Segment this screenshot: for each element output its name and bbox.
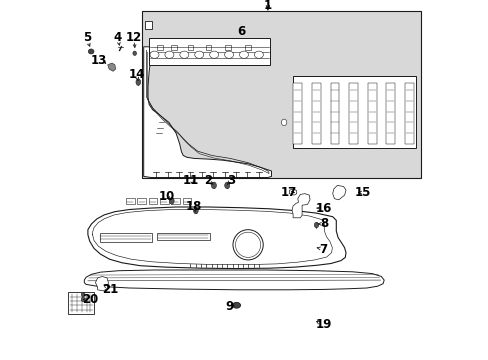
Text: 18: 18 [185,201,201,213]
Text: 8: 8 [320,217,328,230]
Text: 13: 13 [90,54,106,67]
Text: 3: 3 [226,174,235,186]
Ellipse shape [81,292,85,297]
Bar [187,45,193,50]
Bar [244,45,250,50]
Bar [160,198,168,204]
Bar [157,45,163,50]
Ellipse shape [232,302,240,308]
Bar [126,198,134,204]
Text: 15: 15 [354,186,371,199]
Ellipse shape [180,51,188,58]
Bar [182,198,191,204]
Ellipse shape [254,51,263,58]
Polygon shape [95,276,108,291]
Polygon shape [88,207,346,269]
Bar [404,83,413,144]
Text: 17: 17 [281,186,297,199]
Bar [292,76,415,148]
Bar [367,83,376,144]
Ellipse shape [194,51,203,58]
Polygon shape [143,47,271,177]
Ellipse shape [88,49,94,54]
Ellipse shape [211,182,216,189]
Text: 11: 11 [183,174,199,186]
Bar [148,198,157,204]
Text: 7: 7 [319,243,327,256]
Bar [100,233,152,242]
Bar [137,198,146,204]
Polygon shape [332,185,346,200]
Ellipse shape [239,51,248,58]
Text: 5: 5 [82,31,91,44]
Ellipse shape [224,182,229,189]
Ellipse shape [224,51,233,58]
Text: 12: 12 [125,31,142,44]
Polygon shape [289,189,296,195]
Text: 10: 10 [158,190,175,203]
Text: 4: 4 [113,31,122,44]
Circle shape [235,232,260,257]
Ellipse shape [81,297,85,302]
Text: 9: 9 [225,300,233,312]
Bar [386,83,394,144]
Text: 20: 20 [82,293,99,306]
Bar [145,21,152,29]
Bar [311,83,320,144]
Bar [142,11,420,178]
Circle shape [232,230,263,260]
Bar [171,45,177,50]
Ellipse shape [314,222,318,228]
Bar [205,45,211,50]
Ellipse shape [169,198,174,204]
Ellipse shape [164,51,174,58]
Ellipse shape [193,207,198,214]
Text: 19: 19 [315,318,331,331]
Text: 16: 16 [315,202,331,215]
Bar [348,83,357,144]
Text: 21: 21 [102,283,119,296]
Bar [68,292,94,314]
Bar [225,45,231,50]
Text: 2: 2 [203,174,211,186]
Text: 6: 6 [236,25,244,38]
Ellipse shape [209,51,218,58]
Polygon shape [84,270,384,290]
Polygon shape [291,194,309,218]
Bar [149,38,269,65]
Bar [171,198,180,204]
Text: 1: 1 [264,0,271,12]
Ellipse shape [150,51,159,58]
Ellipse shape [133,51,136,55]
Bar [330,83,339,144]
Bar [157,233,209,240]
Text: 14: 14 [128,68,144,81]
Polygon shape [107,63,115,71]
Ellipse shape [136,79,141,85]
Ellipse shape [281,119,286,126]
Bar [293,83,302,144]
